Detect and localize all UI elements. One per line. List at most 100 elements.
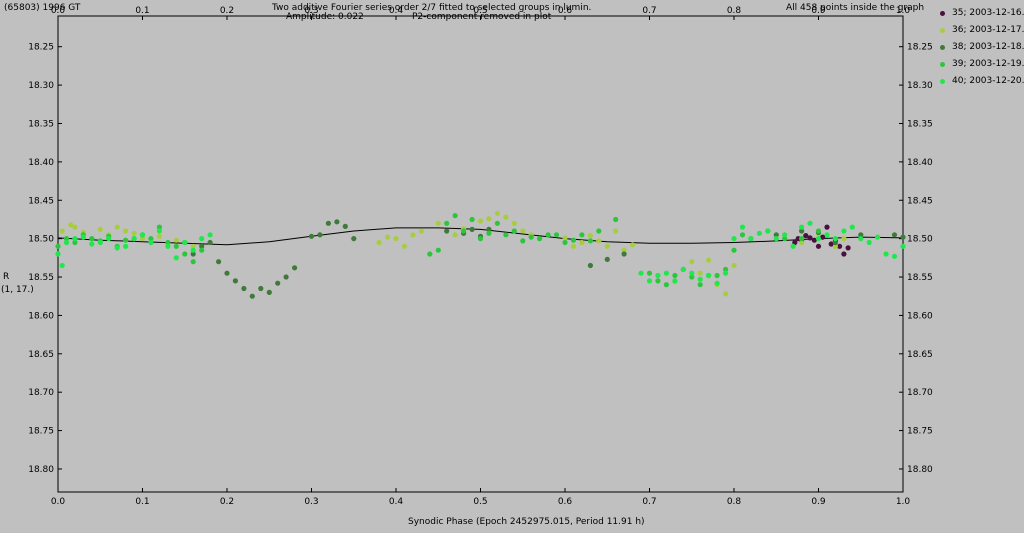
y-tick-label-right: 18.55: [907, 273, 933, 283]
data-point: [663, 282, 670, 288]
data-point: [410, 232, 416, 238]
data-point: [444, 220, 450, 226]
x-tick-label-bottom: 0.6: [558, 497, 573, 507]
data-point: [292, 265, 298, 271]
data-point: [106, 236, 112, 242]
data-point: [672, 278, 678, 284]
legend-label: 39; 2003-12-19.3: [952, 59, 1024, 69]
object-name: (65803) 1996 GT: [4, 3, 81, 13]
legend-label: 38; 2003-12-18.9: [952, 42, 1024, 52]
data-point: [689, 270, 695, 276]
data-point: [55, 251, 61, 257]
y-tick-label-left: 18.35: [28, 119, 54, 129]
y-axis-sublabel: (1, 17.): [1, 285, 34, 295]
data-point: [59, 228, 65, 234]
data-point: [815, 243, 822, 249]
data-point: [562, 235, 568, 241]
data-point: [97, 239, 103, 246]
data-point: [837, 243, 843, 249]
data-point: [156, 224, 162, 230]
data-point: [596, 238, 602, 244]
data-point: [148, 236, 154, 242]
data-point: [706, 257, 712, 263]
y-tick-label-right: 18.50: [907, 235, 933, 245]
y-tick-label-left: 18.45: [28, 196, 54, 206]
data-point: [646, 270, 653, 276]
data-point: [680, 266, 686, 272]
data-point: [503, 232, 509, 238]
data-point: [165, 239, 171, 246]
data-point: [782, 232, 788, 238]
data-point: [494, 210, 500, 216]
data-point: [249, 293, 255, 299]
data-point: [824, 224, 830, 230]
data-point: [131, 230, 137, 236]
legend-label: 35; 2003-12-16.9: [952, 8, 1024, 18]
data-point: [604, 256, 610, 262]
data-point: [714, 280, 720, 286]
data-point: [803, 233, 809, 239]
data-point: [258, 285, 264, 292]
x-tick-label-bottom: 0.3: [304, 497, 318, 507]
data-point: [139, 232, 146, 238]
axis-tick-labels: 0.0 0.0 0.1 0.1 0.2 0.2 0.3 0.3 0.4 0.4 0.5 0.5 0.6 0…: [28, 6, 933, 507]
data-point: [613, 216, 619, 223]
x-tick-label-bottom: 1.0: [896, 497, 911, 507]
legend-marker: [940, 28, 945, 33]
data-point: [224, 270, 230, 276]
data-point: [520, 238, 526, 244]
data-point: [97, 226, 103, 232]
data-point: [385, 234, 391, 240]
data-point: [68, 222, 74, 228]
data-point: [72, 224, 78, 230]
legend-label: 36; 2003-12-17.3: [952, 25, 1024, 35]
data-point: [545, 232, 551, 238]
data-point: [841, 236, 847, 242]
data-point: [799, 224, 805, 230]
data-point: [216, 259, 222, 265]
data-point: [900, 243, 906, 249]
data-point: [207, 232, 213, 238]
data-point: [156, 233, 162, 239]
data-point: [401, 243, 407, 249]
data-point: [621, 247, 627, 253]
data-point: [655, 272, 661, 279]
data-point: [469, 216, 475, 223]
data-point: [325, 220, 331, 226]
data-point: [739, 232, 746, 238]
data-point: [697, 282, 703, 288]
data-point: [173, 237, 179, 243]
component-note: P2-component removed in plot: [412, 12, 552, 22]
data-point: [123, 228, 129, 234]
data-points: [55, 210, 906, 299]
data-point: [553, 232, 560, 238]
data-point: [418, 228, 424, 234]
data-point: [731, 247, 737, 253]
y-tick-label-right: 18.25: [907, 43, 933, 53]
x-tick-label-top: 0.4: [389, 6, 404, 16]
data-point: [89, 241, 95, 247]
data-point: [520, 228, 526, 234]
data-point: [165, 243, 171, 249]
data-point: [317, 232, 323, 238]
data-point: [63, 236, 70, 242]
data-point: [731, 262, 737, 269]
y-tick-label-left: 18.65: [28, 350, 54, 360]
data-point: [604, 243, 610, 249]
x-axis-label: Synodic Phase (Epoch 2452975.015, Period…: [408, 517, 645, 527]
data-point: [444, 228, 450, 234]
x-tick-label-top: 0.5: [473, 6, 487, 16]
data-point: [689, 259, 695, 265]
data-point: [799, 228, 805, 234]
data-point: [845, 245, 851, 251]
data-point: [528, 234, 534, 240]
data-point: [477, 218, 484, 224]
data-point: [114, 224, 120, 230]
data-point: [351, 236, 357, 242]
x-tick-label-top: 0.3: [304, 6, 318, 16]
data-point: [72, 236, 78, 242]
data-point: [199, 243, 205, 249]
data-point: [190, 247, 196, 253]
data-point: [832, 236, 839, 242]
